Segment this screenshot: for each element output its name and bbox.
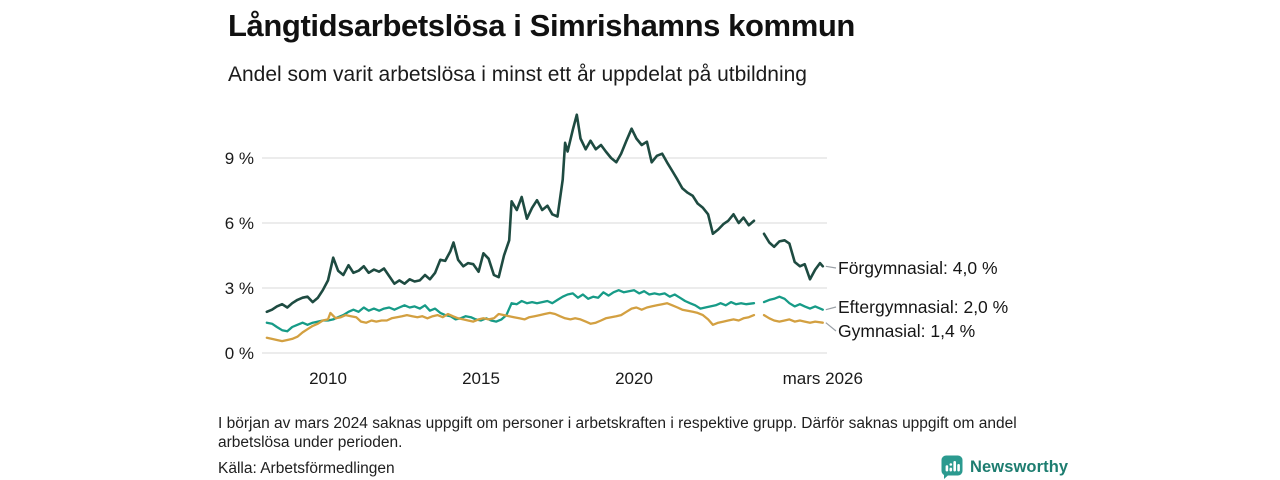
y-tick-label: 0 % — [225, 344, 254, 363]
y-tick-label: 9 % — [225, 149, 254, 168]
x-tick-label: 2020 — [615, 369, 653, 388]
x-tick-label: 2015 — [462, 369, 500, 388]
line-chart: 0 % 3 % 6 % 9 % 2010 2015 2020 mars 2026 — [225, 113, 863, 388]
x-tick-label: 2010 — [309, 369, 347, 388]
series-line-eftergymnasial — [265, 289, 824, 333]
y-tick-label: 3 % — [225, 279, 254, 298]
series-line-förgymnasial — [265, 113, 825, 314]
bar-chart-bubble-icon — [941, 455, 963, 479]
source-credit: Källa: Arbetsförmedlingen — [218, 460, 395, 477]
series-end-label-gymnasial: Gymnasial: 1,4 % — [838, 321, 976, 341]
page-title: Långtidsarbetslösa i Simrishamns kommun — [228, 8, 855, 43]
legend-connector — [825, 322, 837, 332]
y-tick-label: 6 % — [225, 214, 254, 233]
newsworthy-wordmark: Newsworthy — [970, 457, 1069, 476]
newsworthy-logo: Newsworthy — [941, 455, 1068, 479]
x-tick-label: mars 2026 — [783, 369, 863, 388]
series-end-label-forgymnasial: Förgymnasial: 4,0 % — [838, 258, 998, 278]
series-end-label-eftergymnasial: Eftergymnasial: 2,0 % — [838, 297, 1009, 317]
legend-connector — [825, 265, 837, 269]
page-subtitle: Andel som varit arbetslösa i minst ett å… — [228, 63, 807, 86]
footnote: I början av mars 2024 saknas uppgift om … — [218, 415, 1017, 451]
legend-connector — [825, 306, 837, 311]
series-line-gymnasial — [265, 302, 824, 343]
